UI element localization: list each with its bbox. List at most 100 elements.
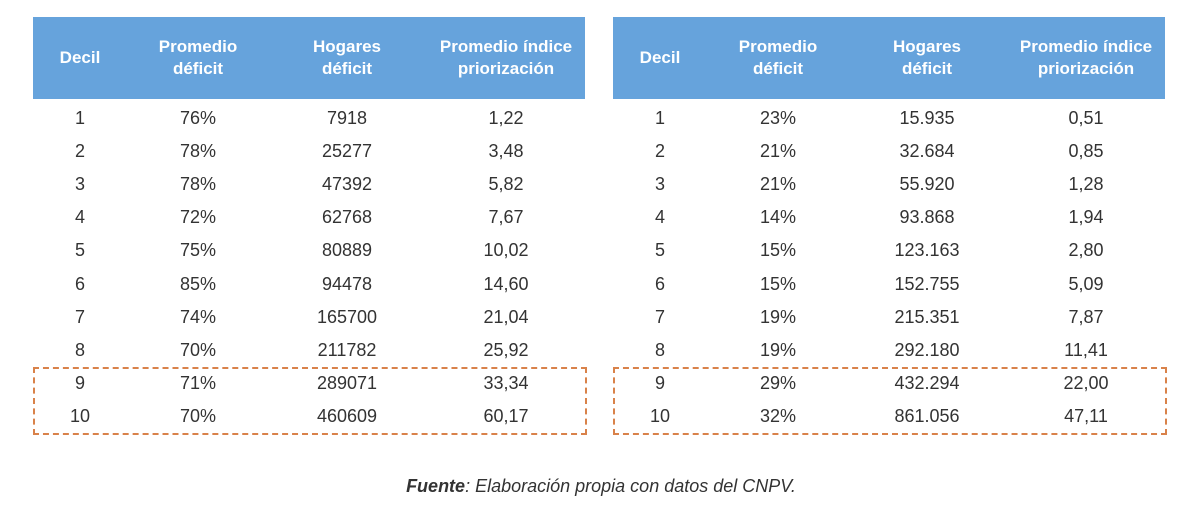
table-cell: 78% [179, 174, 217, 195]
table-cell: 70% [179, 339, 217, 360]
table-cell: 0,85 [1068, 141, 1104, 162]
header-line: Promedio índice [439, 37, 573, 56]
table-cell: 2 [74, 141, 86, 162]
table-cell: 25,92 [483, 339, 529, 360]
table-cell: 1 [74, 108, 86, 128]
caption-label: Fuente [406, 476, 466, 496]
table-cell: 289071 [316, 372, 378, 393]
table-cell: 460609 [316, 405, 378, 426]
table-cell: 0,51 [1068, 108, 1104, 128]
table-cell: 19% [759, 306, 797, 327]
table-cell: 5,09 [1068, 273, 1104, 294]
table-cell: 70% [179, 405, 217, 426]
table-header: Decil Promedio déficit Hogares déficit Promed… [613, 17, 1165, 99]
header-cell: Hogares déficit [313, 17, 381, 99]
table-cell: 72% [179, 207, 217, 228]
header-cell: Decil [60, 17, 101, 99]
table-cell: 94478 [321, 273, 373, 294]
table-cell: 1,22 [488, 108, 524, 128]
table-cell: 7918 [326, 108, 368, 128]
header-line: déficit [901, 59, 953, 78]
table-cell: 21% [759, 141, 797, 162]
table-cell: 33,34 [483, 372, 529, 393]
table-cell: 2 [654, 141, 666, 162]
table-cell: 60,17 [483, 405, 529, 426]
table-cell: 71% [179, 372, 217, 393]
table-cell: 76% [179, 108, 217, 128]
table-cell: 15.935 [899, 108, 955, 128]
table-cell: 10 [69, 405, 91, 426]
table-cell: 861.056 [894, 405, 960, 426]
table-cell: 15% [759, 273, 797, 294]
table-cell: 14,60 [483, 273, 529, 294]
table-cell: 47392 [321, 174, 373, 195]
table-cell: 5 [654, 240, 666, 261]
table-cell: 23% [759, 108, 797, 128]
table-cell: 55.920 [899, 174, 955, 195]
header-cell: Decil [640, 17, 681, 99]
header-line: Promedio índice [1019, 37, 1153, 56]
header-line: Hogares [312, 37, 382, 56]
table-cell: 3,48 [488, 141, 524, 162]
header-cell: Promedio déficit [159, 17, 237, 99]
table-cell: 8 [654, 339, 666, 360]
header-line: priorización [1037, 59, 1135, 78]
table-cell: 10,02 [483, 240, 529, 261]
table-cell: 2,80 [1068, 240, 1104, 261]
table-cell: 4 [654, 207, 666, 228]
header-line: Promedio [738, 37, 818, 56]
table-cell: 14% [759, 207, 797, 228]
header-line: Hogares [892, 37, 962, 56]
table-cell: 9 [654, 372, 666, 393]
table-cell: 432.294 [894, 372, 960, 393]
table-cell: 165700 [316, 306, 378, 327]
table-cell: 7 [74, 306, 86, 327]
caption: Fuente: Elaboración propia con datos del… [0, 476, 1202, 497]
table-cell: 6 [654, 273, 666, 294]
table-cell: 78% [179, 141, 217, 162]
table-cell: 21,04 [483, 306, 529, 327]
header-line: Decil [639, 48, 681, 67]
table-cell: 152.755 [894, 273, 960, 294]
header-cell: Promedio índice priorización [1020, 17, 1152, 99]
header-cell: Promedio déficit [739, 17, 817, 99]
table-cell: 74% [179, 306, 217, 327]
caption-text: : Elaboración propia con datos del CNPV. [465, 476, 796, 496]
header-line: déficit [172, 59, 224, 78]
table-cell: 7 [654, 306, 666, 327]
table-cell: 93.868 [899, 207, 955, 228]
table-cell: 19% [759, 339, 797, 360]
table-cell: 211782 [317, 339, 377, 360]
highlight-box [613, 367, 1167, 435]
table-cell: 1,94 [1068, 207, 1104, 228]
table-cell: 1 [654, 108, 666, 128]
table-cell: 123.163 [894, 240, 960, 261]
table-cell: 5 [74, 240, 86, 261]
table-cell: 4 [74, 207, 86, 228]
table-cell: 32.684 [899, 141, 955, 162]
table-cell: 292.180 [894, 339, 960, 360]
table-cell: 29% [759, 372, 797, 393]
header-cell: Promedio índice priorización [440, 17, 572, 99]
header-cell: Hogares déficit [893, 17, 961, 99]
table-cell: 9 [74, 372, 86, 393]
table-cell: 75% [179, 240, 217, 261]
header-line: Decil [59, 48, 101, 67]
header-line: priorización [457, 59, 555, 78]
table-cell: 8 [74, 339, 86, 360]
header-line: déficit [321, 59, 373, 78]
table-header: Decil Promedio déficit Hogares déficit Promed… [33, 17, 585, 99]
table-cell: 62768 [321, 207, 373, 228]
header-line: déficit [752, 59, 804, 78]
table-cell: 3 [654, 174, 666, 195]
table-cell: 7,87 [1068, 306, 1104, 327]
table-cell: 5,82 [488, 174, 524, 195]
table-cell: 11,41 [1064, 339, 1108, 360]
table-cell: 7,67 [488, 207, 524, 228]
table-cell: 22,00 [1063, 372, 1109, 393]
table-cell: 6 [74, 273, 86, 294]
table-cell: 80889 [321, 240, 373, 261]
table-cell: 1,28 [1068, 174, 1104, 195]
table-cell: 215.351 [894, 306, 960, 327]
